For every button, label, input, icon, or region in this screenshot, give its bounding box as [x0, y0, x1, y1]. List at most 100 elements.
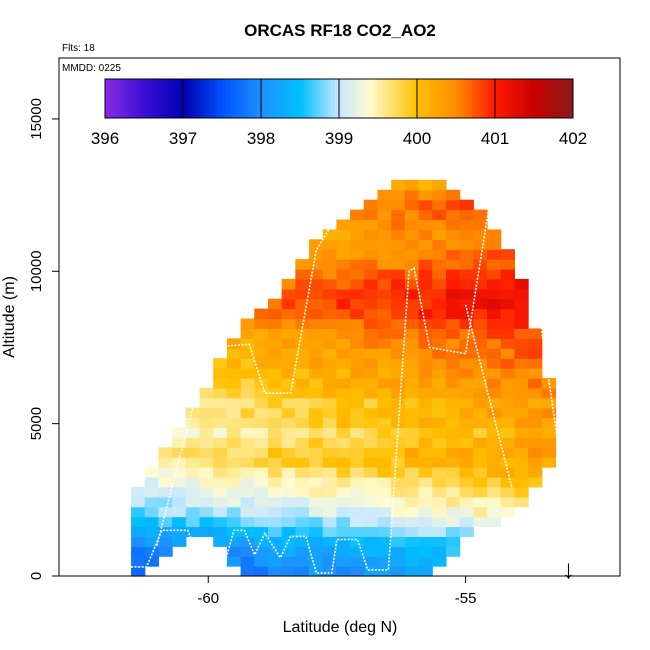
heatmap-cell — [377, 249, 392, 260]
heatmap-cell — [226, 467, 242, 478]
heatmap-cell — [404, 209, 420, 221]
heatmap-cell — [377, 437, 392, 448]
heatmap-cell — [391, 239, 406, 250]
heatmap-cell — [363, 219, 379, 230]
heatmap-cell — [459, 288, 474, 300]
heatmap-cell — [432, 209, 447, 221]
heatmap-cell — [254, 536, 269, 547]
heatmap-cell — [350, 457, 365, 468]
colorbar-tick-label: 400 — [403, 129, 431, 148]
heatmap-cell — [281, 437, 296, 448]
heatmap-cell — [213, 368, 228, 379]
heatmap-cell — [336, 348, 351, 359]
heatmap-cell — [391, 219, 406, 230]
heatmap-cell — [295, 328, 310, 339]
heatmap-cell — [254, 526, 269, 537]
heatmap-cell — [226, 516, 242, 528]
heatmap-cell — [432, 526, 447, 537]
heatmap-cell — [322, 447, 338, 458]
heatmap-cell — [500, 318, 515, 330]
heatmap-cell — [254, 506, 269, 518]
heatmap-cell — [295, 516, 310, 528]
heatmap-cell — [309, 417, 324, 429]
heatmap-cell — [185, 486, 201, 498]
heatmap-cell — [336, 566, 351, 577]
heatmap-cell — [418, 427, 433, 438]
heatmap-cell — [281, 328, 296, 339]
heatmap-cell — [487, 377, 502, 389]
colorbar-swatch — [268, 79, 274, 118]
heatmap-cell — [459, 486, 474, 498]
heatmap-cell — [350, 536, 365, 547]
colorbar-swatch — [459, 79, 465, 118]
heatmap-cell — [172, 486, 187, 498]
flights-note: Flts: 18 — [62, 43, 95, 54]
heatmap-cell — [336, 447, 351, 458]
heatmap-cell — [309, 269, 324, 280]
heatmap-cell — [418, 457, 433, 468]
heatmap-cell — [281, 476, 296, 488]
heatmap-cell — [473, 427, 488, 438]
heatmap-cell — [309, 556, 324, 567]
heatmap-cell — [240, 506, 255, 518]
colorbar-swatch — [151, 79, 157, 118]
heatmap-cell — [240, 437, 255, 448]
colorbar-swatch — [237, 79, 242, 118]
heatmap-cell — [459, 457, 474, 468]
heatmap-cell — [199, 387, 214, 399]
colorbar-swatch — [545, 79, 551, 118]
heatmap-cell — [267, 358, 283, 369]
heatmap-cell — [254, 348, 269, 359]
heatmap-cell — [445, 338, 461, 349]
heatmap-cell — [240, 467, 255, 478]
heatmap-cell — [487, 278, 502, 290]
heatmap-cell — [363, 358, 379, 369]
heatmap-cell — [445, 288, 461, 300]
heatmap-cell — [213, 427, 228, 438]
colorbar-swatch — [116, 79, 122, 118]
heatmap-cell — [445, 259, 461, 270]
heatmap-cell — [309, 377, 324, 389]
colorbar-swatch — [463, 79, 469, 118]
heatmap-cell — [254, 328, 269, 339]
heatmap-cell — [418, 358, 433, 369]
heatmap-cell — [254, 358, 269, 369]
heatmap-cell — [487, 328, 502, 339]
heatmap-cell — [418, 437, 433, 448]
heatmap-cell — [377, 358, 392, 369]
heatmap-cell — [336, 457, 351, 468]
heatmap-cell — [144, 486, 160, 498]
heatmap-cell — [500, 358, 515, 369]
heatmap-cell — [432, 318, 447, 330]
heatmap-cell — [172, 526, 187, 537]
heatmap-cell — [487, 506, 502, 518]
heatmap-cell — [528, 387, 543, 399]
heatmap-cell — [418, 259, 433, 270]
colorbar-swatch — [257, 79, 262, 118]
heatmap-cell — [240, 546, 255, 557]
heatmap-cell — [322, 556, 338, 567]
heatmap-cell — [336, 486, 351, 498]
heatmap-cell — [295, 269, 310, 280]
colorbar-swatch — [315, 79, 320, 118]
heatmap-cell — [309, 506, 324, 518]
heatmap-cell — [363, 496, 379, 508]
heatmap-cell — [404, 229, 420, 240]
colorbar-swatch — [350, 79, 356, 118]
heatmap-cell — [445, 417, 461, 429]
colorbar-swatch — [319, 79, 324, 118]
heatmap-cell — [336, 526, 351, 537]
heatmap-cell — [377, 526, 392, 537]
heatmap-cell — [377, 229, 392, 240]
heatmap-cell — [445, 476, 461, 488]
heatmap-cell — [172, 476, 187, 488]
heatmap-cell — [363, 476, 379, 488]
heatmap-cell — [432, 338, 447, 349]
heatmap-cell — [404, 447, 420, 458]
heatmap-cell — [459, 308, 474, 320]
heatmap-cell — [281, 407, 296, 419]
heatmap-cell — [363, 338, 379, 349]
heatmap-cell — [363, 259, 379, 270]
heatmap-cell — [459, 199, 474, 211]
heatmap-cell — [309, 288, 324, 300]
